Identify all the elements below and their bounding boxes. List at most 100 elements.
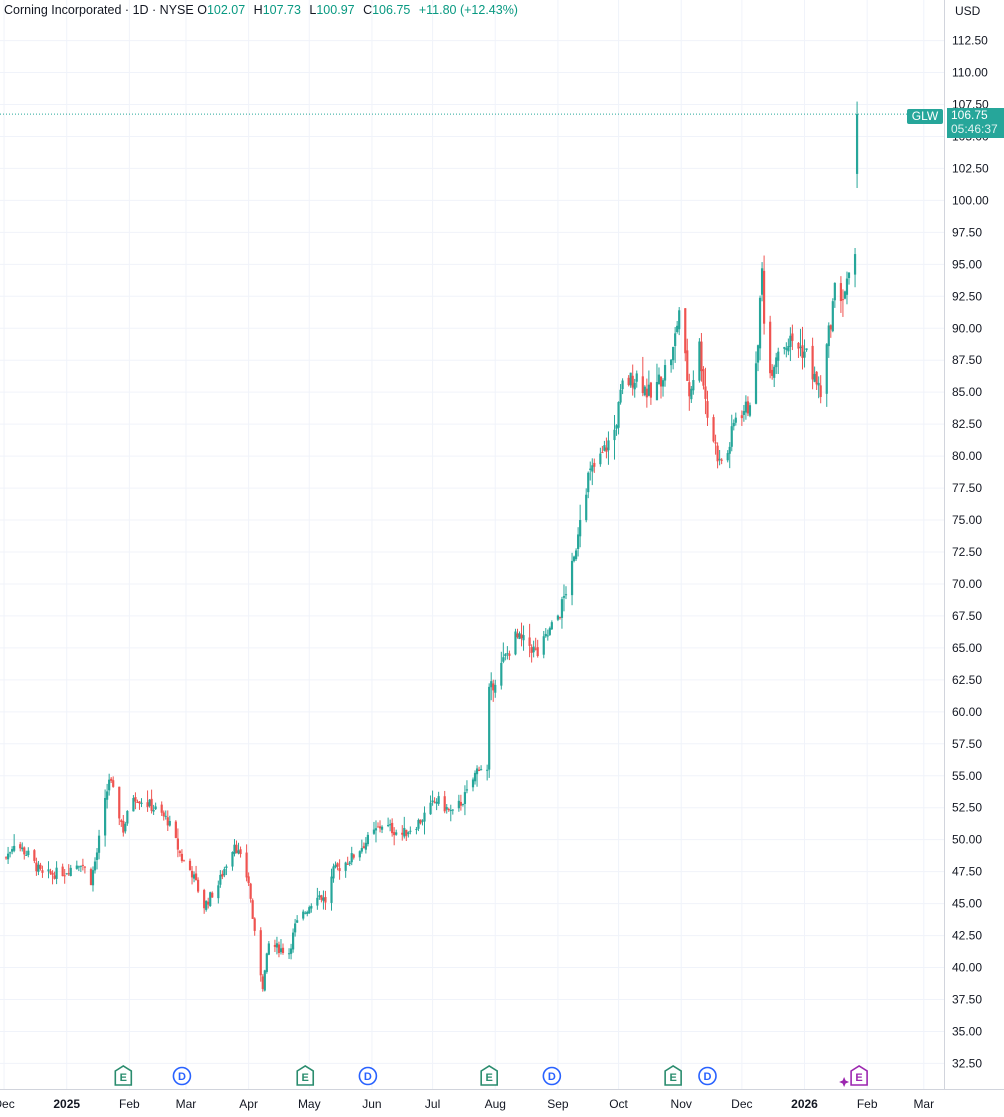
candle-body: [841, 299, 845, 301]
candle-body: [235, 844, 238, 854]
candle-body: [461, 803, 465, 805]
candle-body: [676, 325, 679, 332]
price-tick-label: 55.00: [952, 769, 982, 783]
candle-body: [318, 895, 321, 898]
dividend-badge[interactable]: D: [172, 1066, 192, 1086]
candle-body: [251, 900, 254, 919]
candle-body: [362, 846, 365, 849]
earnings-badge[interactable]: E: [296, 1065, 315, 1086]
candle-body: [346, 863, 349, 865]
candle-body: [395, 832, 398, 835]
price-tick-label: 35.00: [952, 1024, 982, 1038]
candle-body: [589, 468, 592, 470]
dividend-badge[interactable]: D: [358, 1066, 378, 1086]
candle-body: [306, 911, 309, 914]
high-value: 107.73: [262, 3, 301, 17]
candle-body: [516, 633, 519, 638]
candle-body: [97, 835, 101, 853]
interval[interactable]: 1D: [132, 3, 149, 17]
candle-body: [231, 852, 234, 867]
candle-body: [188, 860, 192, 871]
earnings-badge[interactable]: E: [664, 1065, 682, 1086]
candle-body: [37, 864, 40, 872]
candle-body: [570, 560, 574, 596]
exchange: NYSE: [159, 3, 194, 17]
candle-body: [657, 374, 661, 385]
candle-body: [550, 622, 553, 630]
symbol-name[interactable]: Corning Incorporated: [4, 3, 122, 17]
candle-body: [587, 472, 590, 493]
candle-body: [463, 792, 467, 804]
candle-body: [471, 779, 475, 788]
candle-body: [95, 852, 99, 861]
open-label: O: [197, 3, 207, 17]
candle-body: [803, 351, 806, 358]
candle-body: [35, 862, 38, 872]
candles: [4, 101, 859, 992]
candle-body: [332, 866, 335, 879]
high-label: H: [253, 3, 263, 17]
candle-body: [336, 863, 339, 867]
price-tick-label: 50.00: [952, 833, 982, 847]
candle-body: [140, 802, 143, 804]
candle-body: [631, 375, 634, 388]
candle-body: [769, 321, 772, 374]
price-axis-bg: [944, 0, 1004, 1117]
candle-body: [176, 838, 179, 850]
price-tick-label: 80.00: [952, 449, 982, 463]
candle-body: [166, 817, 169, 826]
chart-grid: [0, 0, 944, 1089]
candle-body: [532, 646, 535, 653]
candle-body: [380, 826, 384, 830]
candle-body: [718, 458, 721, 460]
price-tick-label: 67.50: [952, 609, 982, 623]
candle-body: [61, 866, 64, 877]
candle-body: [338, 868, 341, 871]
candle-body: [712, 417, 715, 442]
candle-body: [613, 429, 616, 441]
candle-body: [546, 635, 549, 637]
earnings-badge[interactable]: E: [114, 1065, 133, 1086]
candle-body: [324, 896, 327, 903]
candle-body: [391, 822, 394, 834]
candle-body: [11, 849, 14, 852]
time-axis: Dec 2025 Feb Mar Apr May Jun Jul Aug Sep Oct Nov Dec…: [0, 1097, 934, 1111]
candle-body: [530, 647, 533, 653]
earnings-badge[interactable]: E: [839, 1065, 868, 1087]
earnings-badge[interactable]: E: [480, 1065, 498, 1086]
candle-body: [180, 853, 184, 861]
price-tick-label: 32.50: [952, 1056, 982, 1070]
time-tick-label: Feb: [119, 1097, 140, 1111]
candle-body: [378, 826, 382, 829]
price-tick-label: 95.00: [952, 257, 982, 271]
currency-button[interactable]: USD: [955, 4, 981, 18]
candle-body: [649, 382, 652, 398]
candle-body: [605, 447, 608, 452]
dividend-badge[interactable]: D: [542, 1066, 562, 1086]
dividend-badge[interactable]: D: [698, 1066, 717, 1086]
candle-body: [205, 900, 208, 910]
candle-body: [754, 363, 758, 404]
svg-text:E: E: [120, 1072, 127, 1084]
candle-body: [700, 341, 703, 372]
candle-body: [429, 802, 432, 815]
candle-body: [672, 346, 675, 361]
svg-text:D: D: [548, 1071, 556, 1083]
candle-body: [146, 802, 149, 808]
price-tick-label: 45.00: [952, 897, 982, 911]
candle-body: [39, 864, 42, 869]
candle-body: [805, 348, 808, 351]
candle-body: [843, 291, 847, 299]
candle-body: [514, 631, 517, 655]
candle-body: [479, 769, 483, 771]
candle-body: [334, 864, 337, 868]
candle-body: [443, 796, 446, 812]
candle-body: [758, 297, 762, 349]
price-tick-label: 62.50: [952, 673, 982, 687]
candle-body: [629, 372, 632, 386]
candle-body: [560, 599, 564, 618]
candle-body: [350, 853, 353, 863]
candle-body: [720, 459, 723, 461]
candle-body: [601, 452, 604, 454]
